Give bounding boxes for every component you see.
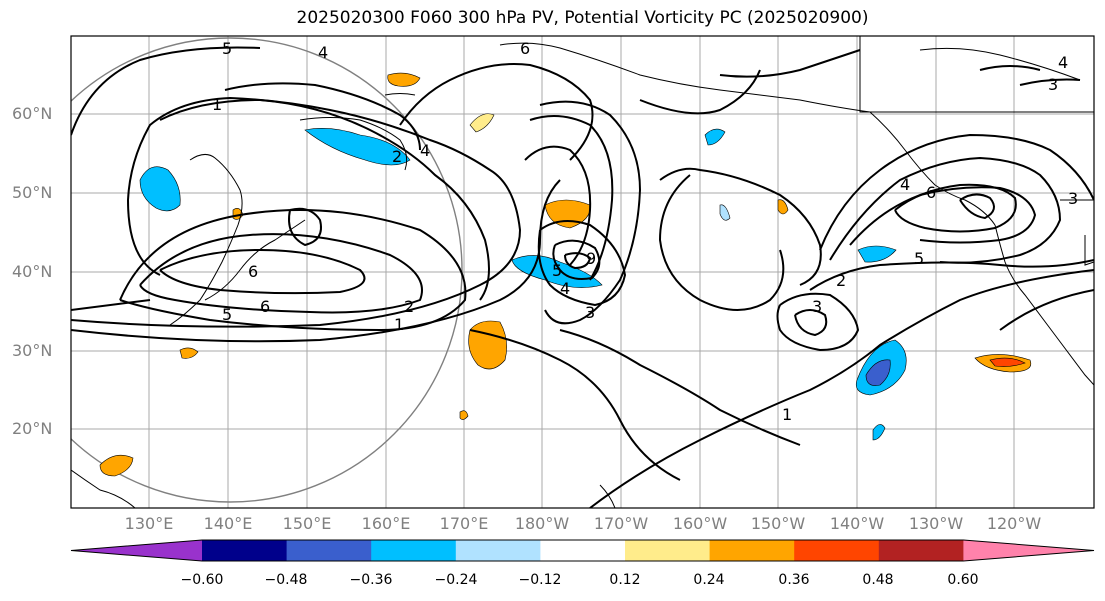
colorbar <box>70 539 1095 562</box>
lon-label: 140°W <box>829 514 885 533</box>
colorbar-segment <box>540 540 626 561</box>
coastlines <box>71 36 1094 508</box>
colorbar-segment <box>371 540 457 561</box>
lon-label: 170°E <box>439 514 489 533</box>
colorbar-extension-high <box>963 540 1094 561</box>
lon-label: 120°W <box>986 514 1042 533</box>
colorbar-segment <box>709 540 795 561</box>
contour-label: 2 <box>392 147 402 166</box>
contour-label: 6 <box>260 297 270 316</box>
contour-label: 6 <box>248 262 258 281</box>
contour-label: 5 <box>914 249 924 268</box>
lon-label: 180°W <box>514 514 570 533</box>
colorbar-segment <box>625 540 711 561</box>
map-frame <box>70 35 1095 509</box>
colorbar-tick-label: −0.24 <box>434 572 478 588</box>
contour-label: 1 <box>212 95 222 114</box>
colorbar-extension-low <box>71 540 202 561</box>
range-circle <box>71 37 463 503</box>
colorbar-tick-label: −0.12 <box>518 572 562 588</box>
contour-label: 3 <box>812 297 822 316</box>
contour-label: 2 <box>404 297 414 316</box>
contour-label: 6 <box>520 39 530 58</box>
lat-label: 40°N <box>12 262 53 281</box>
contour-label: 3 <box>1068 189 1078 208</box>
lon-label: 150°W <box>750 514 806 533</box>
contour-label: 5 <box>552 261 562 280</box>
lon-label: 140°E <box>203 514 253 533</box>
colorbar-tick-label: −0.36 <box>349 572 393 588</box>
colorbar-tick-label: 0.48 <box>862 572 894 588</box>
contour-label: 1 <box>394 315 404 334</box>
lon-label: 170°W <box>593 514 649 533</box>
contour-label: 6 <box>926 183 936 202</box>
contour-label: 5 <box>222 39 232 58</box>
colorbar-segment <box>286 540 372 561</box>
lon-label: 130°E <box>124 514 174 533</box>
colorbar-segment <box>202 540 288 561</box>
contour-label: 9 <box>586 249 596 268</box>
contour-label: 4 <box>1058 53 1068 72</box>
contour-label: 1 <box>782 405 792 424</box>
colorbar-outline <box>70 539 1095 562</box>
colorbar-tick-label: 0.36 <box>778 572 810 588</box>
lat-label: 20°N <box>12 419 53 438</box>
colorbar-tick-label: 0.60 <box>947 572 979 588</box>
colorbar-segment <box>878 540 964 561</box>
colorbar-segment <box>455 540 541 561</box>
colorbar-tick-label: −0.60 <box>180 572 224 588</box>
pv-shading <box>99 72 1032 477</box>
lon-label: 150°E <box>282 514 332 533</box>
lon-label: 160°W <box>672 514 728 533</box>
colorbar-segment <box>794 540 880 561</box>
contour-label: 4 <box>900 175 910 194</box>
lat-label: 50°N <box>12 183 53 202</box>
contour-label: 2 <box>836 271 846 290</box>
map-title: 2025020300 F060 300 hPa PV, Potential Vo… <box>296 8 869 28</box>
lat-label: 30°N <box>12 341 53 360</box>
contour-label: 5 <box>222 305 232 324</box>
colorbar-tick-label: −0.48 <box>264 572 308 588</box>
lon-label: 130°W <box>908 514 964 533</box>
contour-label: 4 <box>420 141 430 160</box>
lat-label: 60°N <box>12 104 53 123</box>
contour-label: 4 <box>560 279 570 298</box>
contour-labels: 5 4 6 3 4 1 2 4 5 6 5 9 4 3 1 2 6 3 2 3 … <box>212 39 1078 424</box>
colorbar-tick-label: 0.12 <box>609 572 641 588</box>
pv-contours <box>71 46 1094 508</box>
contour-label: 3 <box>1048 75 1058 94</box>
gridlines <box>71 36 1094 508</box>
colorbar-tick-label: 0.24 <box>693 572 725 588</box>
lon-label: 160°E <box>361 514 411 533</box>
contour-label: 4 <box>318 43 328 62</box>
contour-label: 3 <box>585 303 595 322</box>
